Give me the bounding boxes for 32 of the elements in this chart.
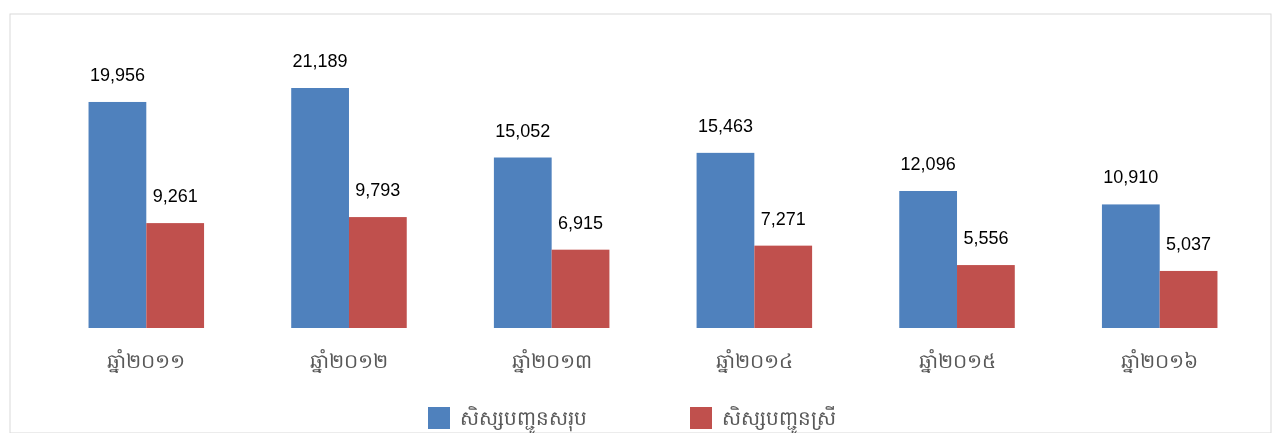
legend-label: សិស្សបញ្ជូនសរុប: [460, 405, 587, 434]
data-label: 21,189: [292, 51, 348, 71]
bar: [696, 152, 755, 328]
data-label: 19,956: [89, 64, 145, 85]
data-label: 9,793: [355, 180, 401, 201]
data-label: 9,261: [152, 186, 198, 207]
legend-label: សិស្សបញ្ជូនស្រី: [722, 405, 836, 434]
bar: [348, 217, 407, 328]
data-label: 5,556: [963, 228, 1009, 249]
bar: [957, 265, 1015, 328]
x-tick-label: ឆ្នាំ២០១៣: [511, 348, 592, 373]
x-tick-label: ឆ្នាំ២០១១: [107, 348, 186, 373]
x-tick-label: ឆ្នាំ២០១៦: [1121, 348, 1199, 373]
x-tick-label: ឆ្នាំ២០១៥: [918, 348, 996, 373]
bar: [551, 249, 610, 328]
x-tick-label: ឆ្នាំ២០១២: [309, 348, 388, 373]
bar: [754, 245, 813, 328]
data-label: 7,271: [760, 208, 806, 229]
data-label: 6,915: [558, 212, 604, 233]
bar: [493, 157, 552, 328]
bar: [1159, 270, 1218, 328]
bar: [88, 101, 147, 328]
data-label: 12,096: [900, 153, 956, 174]
data-label: 15,463: [697, 115, 753, 136]
x-tick-label: ឆ្នាំ២០១៤: [715, 348, 793, 373]
bar: [291, 88, 349, 328]
bar: [1101, 204, 1160, 328]
bar: [899, 190, 958, 328]
data-label: 5,037: [1166, 233, 1212, 254]
bar: [146, 223, 205, 328]
data-label: 10,910: [1103, 167, 1159, 188]
data-label: 15,052: [495, 120, 551, 141]
